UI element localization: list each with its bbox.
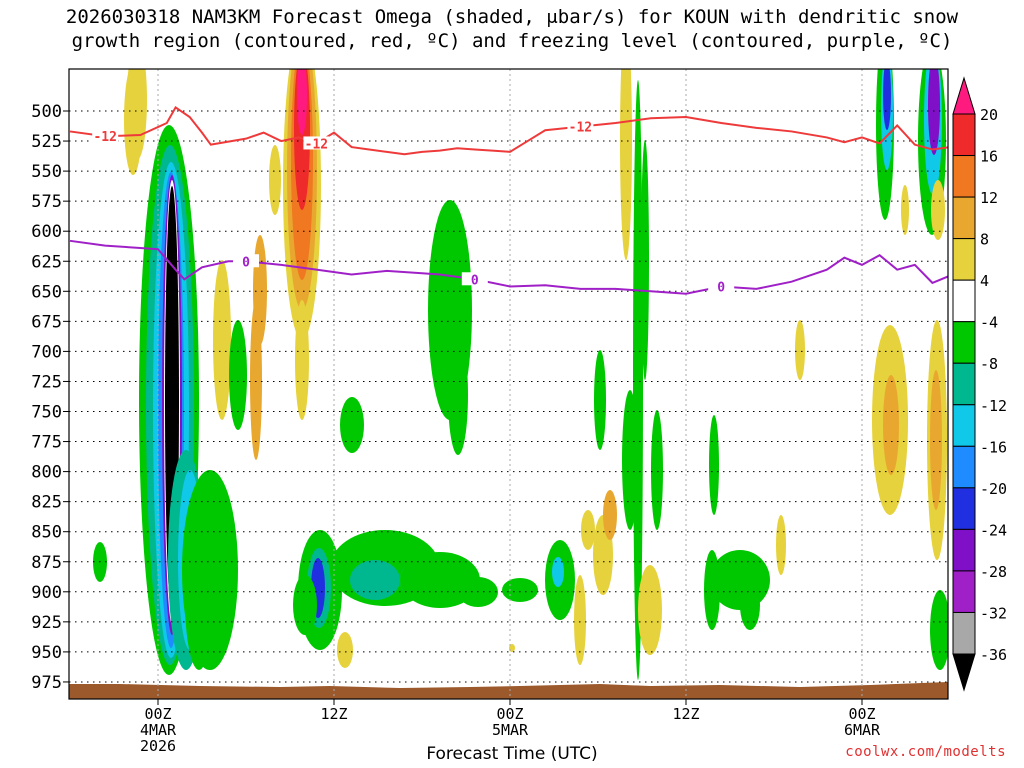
x-axis-title: Forecast Time (UTC) [426,744,598,764]
colorbar-label-5: -4 [980,314,998,332]
contour-label-0-0: -12 [93,130,116,145]
contour-line-minus12 [69,105,948,156]
colorbar-segment-6 [952,321,976,364]
colorbar-label-4: 4 [980,272,989,290]
colorbar-segment-0 [952,76,976,115]
x-tick-label-0-0: 00Z [144,705,171,723]
x-tick-label-20-0: 00Z [496,705,523,723]
y-tick-label-775: 775 [31,433,62,453]
y-tick-label-975: 975 [31,673,62,693]
contour-label-1-0: 0 [242,255,250,270]
y-tick-label-600: 600 [31,222,62,242]
colorbar-label-10: -24 [980,521,1007,539]
colorbar-label-7: -12 [980,397,1007,415]
colorbar-label-3: 8 [980,231,989,249]
y-tick-label-825: 825 [31,493,62,513]
colorbar-label-0: 20 [980,106,998,124]
y-tick-label-800: 800 [31,463,62,483]
colorbar-segment-7 [952,362,976,406]
y-tick-label-750: 750 [31,403,62,423]
y-tick-label-625: 625 [31,252,62,272]
colorbar-label-12: -32 [980,604,1007,622]
contour-label-1-1: 0 [471,273,479,288]
y-tick-label-850: 850 [31,523,62,543]
colorbar-segment-12 [952,570,976,613]
colorbar-label-11: -28 [980,563,1007,581]
colorbar-segment-14 [952,653,976,692]
y-tick-label-650: 650 [31,282,62,302]
colorbar-segment-10 [952,487,976,530]
x-tick-label-0-2: 2026 [140,737,176,755]
contour-label-1-2: 0 [717,280,725,295]
colorbar-segment-4 [952,238,976,281]
x-tick-label-0-1: 4MAR [140,721,177,739]
colorbar-label-1: 16 [980,148,998,166]
terrain-band [69,682,948,699]
terrain-mask [69,682,948,699]
chart-title-line-2: growth region (contoured, red, ºC) and f… [71,30,953,52]
colorbar-label-8: -16 [980,438,1007,456]
colorbar-segment-9 [952,445,976,489]
y-tick-label-550: 550 [31,162,62,182]
y-tick-label-500: 500 [31,102,62,122]
x-tick-label-30-0: 12Z [672,705,699,723]
y-tick-label-950: 950 [31,643,62,663]
x-tick-label-20-1: 5MAR [492,721,529,739]
plot-border [68,68,949,700]
colorbar-label-9: -20 [980,480,1007,498]
colorbar-label-6: -8 [980,355,998,373]
x-tick-label-40-0: 00Z [848,705,875,723]
contour-label-0-2: -12 [569,121,592,136]
contour-line-freezing [69,239,948,295]
colorbar-segment-13 [952,611,976,655]
y-tick-label-575: 575 [31,192,62,212]
plot-frame [68,68,949,700]
colorbar-segment-8 [952,404,976,447]
y-tick-label-900: 900 [31,583,62,603]
omega-shading [93,69,948,680]
colorbar-segment-11 [952,528,976,572]
colorbar-label-13: -36 [980,646,1007,664]
x-tick-label-40-1: 6MAR [844,721,881,739]
contour-lines: -12 -12 -12 0 0 0 [69,105,948,295]
colorbar-segment-1 [952,113,976,157]
colorbar-segment-2 [952,155,976,198]
y-tick-label-700: 700 [31,342,62,362]
y-tick-label-675: 675 [31,312,62,332]
y-axis: 500 525 550 575 600 625 650 675 700 725 750 775 800 8… [31,102,69,693]
contour-label-0-1: -12 [305,137,328,152]
y-tick-label-875: 875 [31,553,62,573]
x-tick-label-10-0: 12Z [320,705,347,723]
colorbar-segment-5 [952,279,976,323]
chart-title-line-1: 2026030318 NAM3KM Forecast Omega (shaded… [65,6,959,28]
y-tick-label-725: 725 [31,372,62,392]
site-watermark: coolwx.com/modelts [845,744,1006,760]
y-tick-label-925: 925 [31,613,62,633]
grid-lines [69,69,948,699]
y-tick-label-525: 525 [31,132,62,152]
colorbar-segment-3 [952,196,976,240]
colorbar: 20 16 12 8 4 -4 -8 -12 -16 -20 -24 -28 -32 -36 [952,76,1007,692]
colorbar-label-2: 12 [980,189,998,207]
